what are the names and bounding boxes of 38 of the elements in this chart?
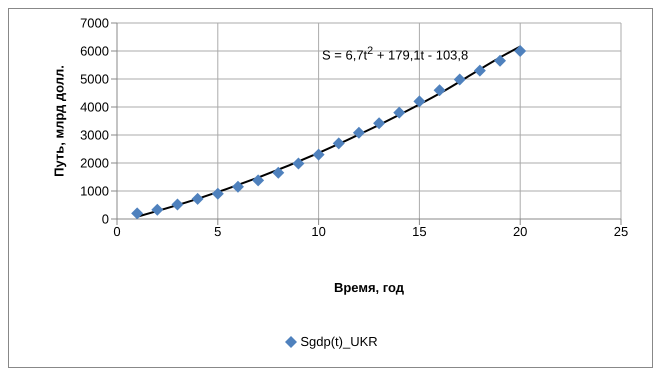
point (514, 45, 526, 57)
point (474, 64, 486, 77)
x-axis-title: Время, год (334, 280, 405, 295)
annotation: S = 6,7t$^{2}$ + 179,1t - 103,8 (322, 45, 468, 62)
point (373, 117, 386, 130)
y-tick-label: 6000 (80, 44, 109, 59)
point (312, 148, 325, 161)
point (494, 54, 506, 67)
point (454, 74, 466, 86)
x-tick-label: 25 (614, 224, 628, 240)
point (332, 137, 345, 150)
y-tick-label: 3000 (80, 128, 109, 143)
y-tick-label: 5000 (80, 72, 109, 87)
point (352, 126, 365, 139)
x-tick-label: 0 (113, 224, 121, 240)
x-tick-label: 15 (412, 224, 427, 240)
point (252, 174, 264, 186)
point (434, 84, 446, 96)
legend-label: Sgdp(t)_UKR (300, 334, 378, 349)
y-tick-label: 0 (102, 212, 109, 227)
point (292, 158, 304, 170)
point (232, 180, 244, 193)
y-tick-label: 7000 (80, 16, 109, 31)
point (413, 95, 426, 108)
x-tick-label: 20 (512, 224, 528, 240)
point (151, 204, 164, 216)
y-tick-label: 4000 (80, 100, 109, 115)
point (171, 198, 184, 210)
x-tick-label: 5 (214, 224, 222, 240)
x-tick-label: 10 (311, 224, 326, 240)
point (192, 192, 204, 205)
y-axis-title: Путь, млрд долл. (52, 65, 67, 177)
point (272, 166, 284, 179)
point (212, 188, 224, 200)
y-tick-label: 2000 (80, 156, 109, 171)
point (131, 207, 144, 219)
y-tick-label: 1000 (80, 184, 109, 199)
point (393, 106, 406, 119)
